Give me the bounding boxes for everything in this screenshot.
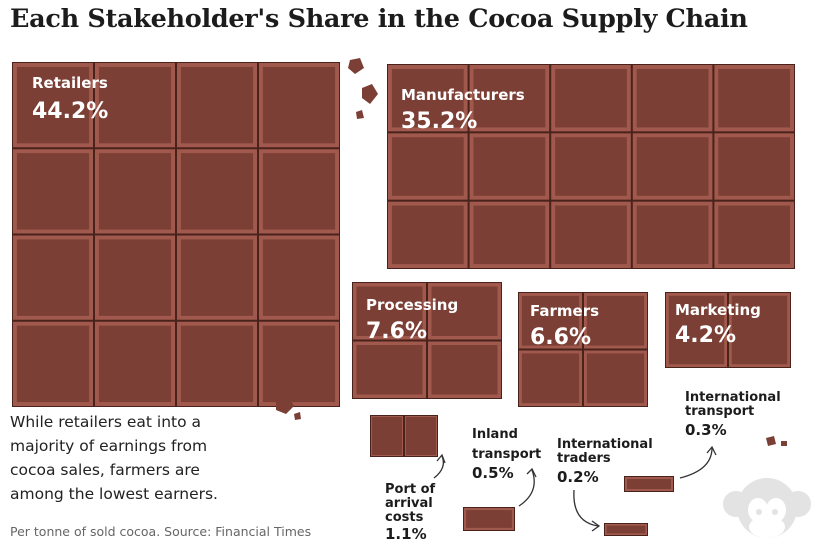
- bar-port-of-arrival-costs: [370, 415, 438, 457]
- label-international-transport-line-2: transport: [685, 404, 754, 419]
- value-international-transport: 0.3%: [685, 421, 727, 439]
- bar-inland-transport: [463, 507, 515, 531]
- chocolate-crumb-5: [294, 412, 301, 420]
- label-manufacturers: Manufacturers: [401, 86, 525, 104]
- label-port-of-arrival-costs-line-3: costs: [385, 510, 424, 525]
- arrowhead-icon: [526, 467, 537, 478]
- chocolate-crumb-3: [356, 110, 364, 119]
- label-inland-transport-line-2: transport: [472, 447, 541, 462]
- label-international-transport-line-1: International: [685, 390, 781, 405]
- bar-processing: [352, 282, 502, 399]
- label-international-traders-line-1: International: [557, 437, 653, 452]
- label-inland-transport-line-1: Inland: [472, 427, 518, 442]
- bar-retailers: [12, 62, 340, 407]
- chocolate-crumb-6: [766, 436, 776, 446]
- value-retailers: 44.2%: [32, 99, 108, 124]
- chocolate-crumb-7: [781, 441, 787, 446]
- arrowhead-icon: [436, 453, 446, 464]
- label-port-of-arrival-costs-line-2: arrival: [385, 496, 433, 511]
- bar-international-transport: [624, 476, 674, 492]
- label-marketing: Marketing: [675, 301, 761, 319]
- label-international-traders-line-2: traders: [557, 451, 611, 466]
- value-marketing: 4.2%: [675, 323, 736, 348]
- bar-farmers: [518, 292, 648, 407]
- value-international-traders: 0.2%: [557, 468, 599, 486]
- bar-manufacturers: [387, 64, 795, 269]
- value-inland-transport: 0.5%: [472, 464, 514, 482]
- label-port-of-arrival-costs-line-1: Port of: [385, 482, 436, 497]
- chart-source: Per tonne of sold cocoa. Source: Financi…: [10, 524, 312, 539]
- arrowhead-icon: [706, 445, 717, 456]
- chocolate-crumb-2: [362, 84, 378, 104]
- value-farmers: 6.6%: [530, 325, 591, 350]
- label-processing: Processing: [366, 296, 458, 314]
- connector-arrow-2: [518, 469, 535, 507]
- chart-description: While retailers eat into a majority of e…: [10, 413, 218, 503]
- value-port-of-arrival-costs: 1.1%: [385, 525, 427, 543]
- connector-arrow-4: [679, 447, 713, 479]
- label-farmers: Farmers: [530, 302, 599, 320]
- chocolate-crumb-1: [348, 58, 364, 74]
- chocolate-crumb-4: [276, 396, 294, 414]
- monkey-logo-icon: [723, 478, 811, 538]
- value-processing: 7.6%: [366, 319, 427, 344]
- bar-international-traders: [604, 523, 648, 536]
- arrowhead-icon: [591, 520, 601, 532]
- bar-marketing: [665, 292, 791, 368]
- connector-arrow-3: [573, 489, 599, 527]
- chart-title: Each Stakeholder's Share in the Cocoa Su…: [10, 4, 748, 34]
- value-manufacturers: 35.2%: [401, 109, 477, 134]
- label-retailers: Retailers: [32, 74, 108, 92]
